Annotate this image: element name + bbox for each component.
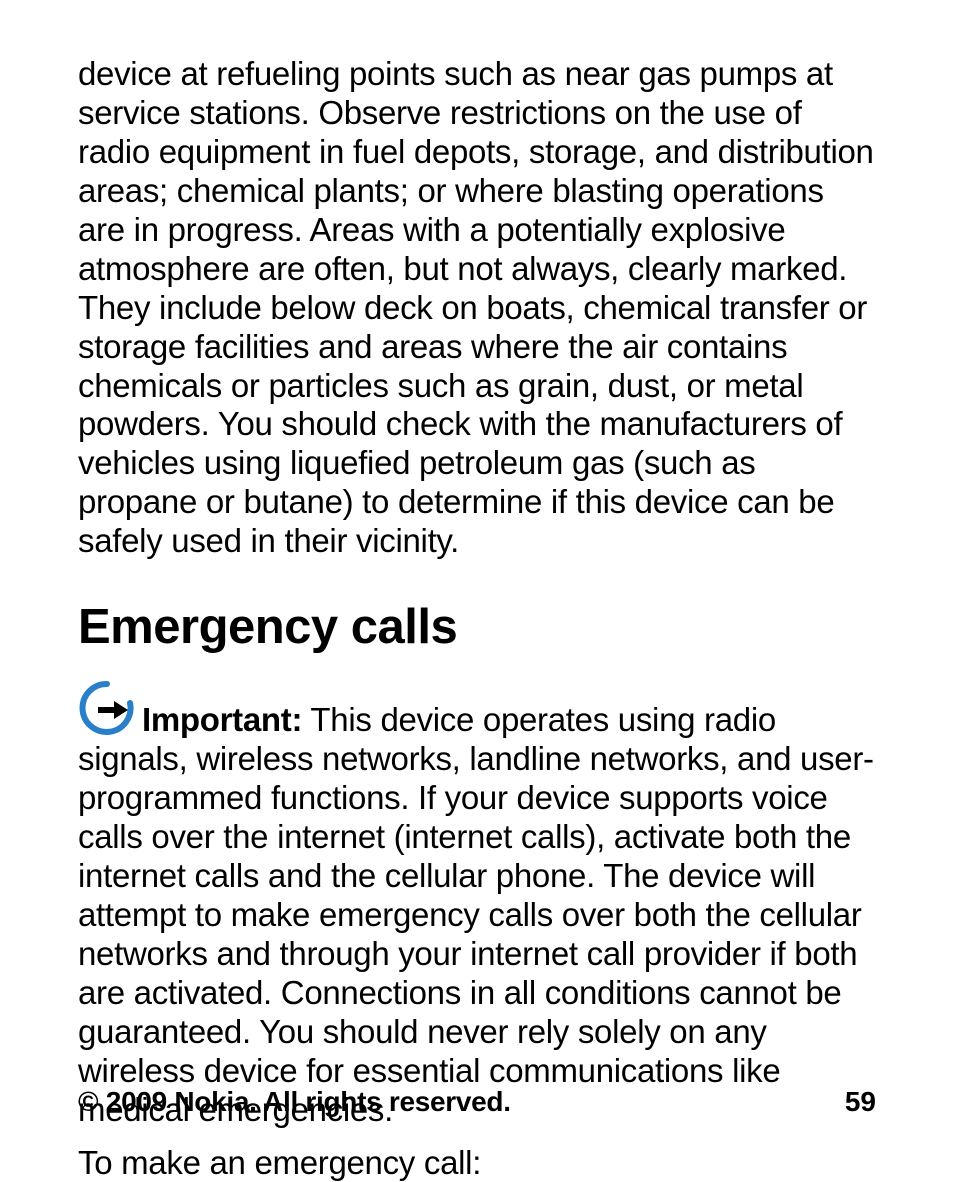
copyright-text: © 2009 Nokia. All rights reserved. [78,1086,511,1118]
important-body-text: This device operates using radio signals… [78,701,874,1127]
intro-paragraph: device at refueling points such as near … [78,55,876,561]
page-footer: © 2009 Nokia. All rights reserved. 59 [78,1086,876,1118]
page-number: 59 [845,1086,876,1118]
important-paragraph: Important: This device operates using ra… [78,679,876,1129]
section-heading-emergency-calls: Emergency calls [78,599,876,655]
instruction-line: To make an emergency call: [78,1144,876,1182]
important-arrow-icon [78,679,136,746]
document-page: device at refueling points such as near … [0,0,954,1182]
important-label: Important: [142,701,302,738]
